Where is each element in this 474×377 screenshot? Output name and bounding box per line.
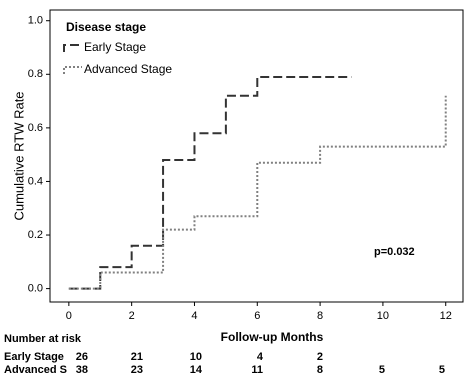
- risk-table-title: Number at risk: [4, 333, 82, 345]
- step-line: [68, 75, 352, 290]
- risk-count: 4: [257, 351, 264, 363]
- legend-swatch: [63, 44, 82, 52]
- risk-count: 26: [76, 351, 88, 363]
- legend-label: Early Stage: [84, 40, 146, 54]
- risk-count: 11: [251, 364, 263, 376]
- y-tick-label: 0.4: [28, 175, 43, 187]
- x-tick-label: 4: [191, 310, 197, 322]
- risk-row-label: Advanced S: [4, 364, 67, 376]
- x-tick-label: 10: [377, 310, 389, 322]
- y-tick-label: 0.2: [28, 229, 43, 241]
- risk-count: 23: [131, 364, 143, 376]
- risk-count: 5: [439, 364, 445, 376]
- x-axis-label: Follow-up Months: [221, 330, 324, 344]
- risk-count: 10: [190, 351, 202, 363]
- risk-row-label: Early Stage: [4, 351, 64, 363]
- y-tick-label: 0.0: [28, 283, 43, 295]
- plot-frame: [49, 9, 464, 303]
- x-tick-label: 8: [317, 310, 323, 322]
- risk-count: 21: [131, 351, 143, 363]
- y-axis-label: Cumulative RTW Rate: [11, 91, 26, 220]
- legend-swatch: [63, 66, 82, 74]
- y-tick-label: 0.6: [28, 122, 43, 134]
- y-tick-label: 0.8: [28, 68, 43, 80]
- risk-count: 5: [379, 364, 385, 376]
- x-tick-label: 12: [440, 310, 452, 322]
- annotation: p=0.032: [374, 246, 415, 258]
- risk-count: 38: [76, 364, 88, 376]
- risk-count: 2: [317, 351, 323, 363]
- legend-title: Disease stage: [66, 20, 146, 34]
- x-tick-label: 6: [254, 310, 260, 322]
- y-tick-label: 1.0: [28, 15, 43, 27]
- risk-count: 8: [317, 364, 323, 376]
- step-line: [68, 95, 447, 290]
- risk-count: 14: [190, 364, 203, 376]
- x-tick-label: 0: [66, 310, 72, 322]
- legend-label: Advanced Stage: [84, 62, 172, 76]
- x-tick-label: 2: [129, 310, 135, 322]
